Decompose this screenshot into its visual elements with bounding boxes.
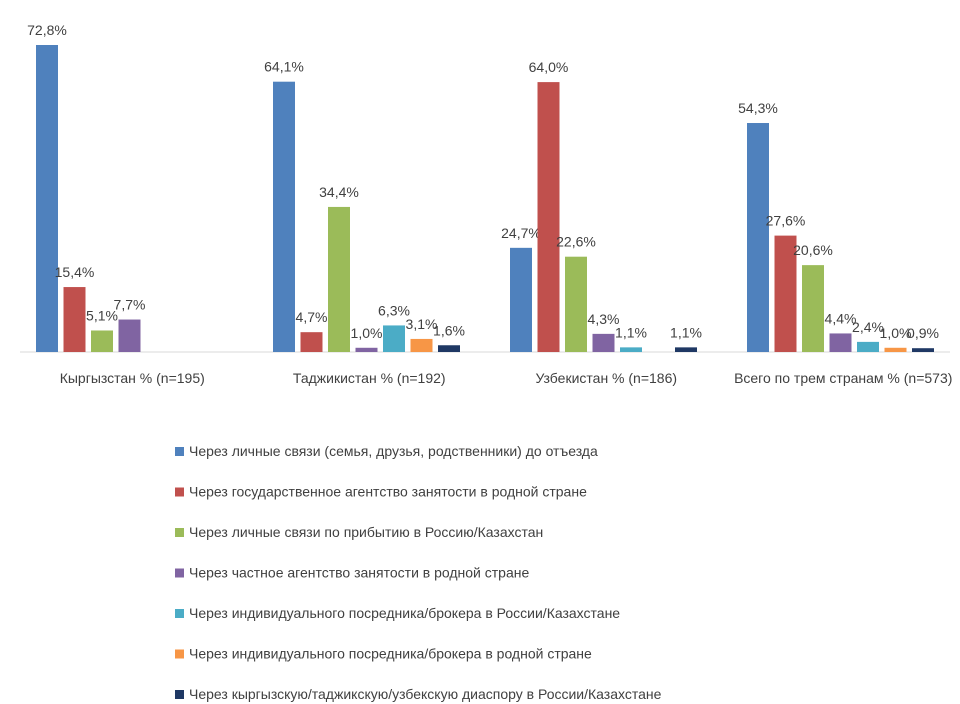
bar [565, 256, 587, 352]
data-label: 27,6% [766, 213, 806, 229]
data-label: 24,7% [501, 225, 541, 241]
data-label: 64,1% [264, 59, 304, 75]
bar [383, 325, 405, 352]
bar [912, 348, 934, 352]
x-tick-label: Всего по трем странам % (n=573) [734, 370, 953, 386]
data-label: 34,4% [319, 184, 359, 200]
data-label: 72,8% [27, 22, 67, 38]
data-label: 0,9% [907, 325, 939, 341]
legend-swatch [175, 568, 184, 578]
data-label: 7,7% [114, 297, 146, 313]
data-label: 4,3% [588, 311, 620, 327]
data-label: 4,4% [825, 310, 857, 326]
bar [438, 345, 460, 352]
x-tick-label: Узбекистан % (n=186) [535, 370, 678, 386]
data-label: 1,1% [670, 324, 702, 340]
bar [802, 265, 824, 352]
bar [884, 347, 907, 352]
legend-label: Через индивидуального посредника/брокера… [189, 605, 620, 621]
legend-label: Через частное агентство занятости в родн… [189, 565, 529, 581]
bar [675, 347, 697, 352]
data-label: 20,6% [793, 242, 833, 258]
data-label: 1,6% [433, 322, 465, 338]
bar [36, 45, 58, 352]
legend-swatch [175, 690, 184, 699]
bar [537, 82, 560, 352]
data-label: 1,1% [615, 324, 647, 340]
data-label: 22,6% [556, 234, 596, 250]
legend-swatch [175, 528, 184, 537]
legend-label: Через личные связи (семья, друзья, родст… [189, 443, 598, 459]
data-label: 4,7% [296, 309, 328, 325]
bar [829, 333, 852, 352]
legend-label: Через индивидуального посредника/брокера… [189, 646, 592, 662]
bar [355, 347, 378, 352]
bar [747, 123, 769, 352]
data-label: 1,0% [880, 325, 912, 341]
bar [510, 247, 532, 352]
bar [774, 235, 797, 352]
data-label: 3,1% [406, 316, 438, 332]
legend-swatch [175, 649, 184, 659]
bar [410, 338, 433, 352]
bar [300, 332, 323, 352]
bar [91, 330, 113, 352]
x-tick-label: Таджикистан % (n=192) [292, 370, 446, 386]
legend-label: Через кыргызскую/таджикскую/узбекскую ди… [189, 686, 662, 702]
data-label: 6,3% [378, 302, 410, 318]
bar [63, 287, 86, 352]
data-label: 64,0% [529, 59, 569, 75]
data-label: 15,4% [55, 264, 95, 280]
data-label: 5,1% [86, 307, 118, 323]
bar [118, 319, 141, 352]
legend-label: Через личные связи по прибытию в Россию/… [189, 524, 543, 540]
bar [857, 341, 879, 352]
legend-swatch [175, 609, 184, 618]
x-tick-label: Кыргызстан % (n=195) [59, 370, 205, 386]
bar [592, 333, 615, 352]
bar [328, 206, 350, 352]
legend-swatch [175, 487, 184, 497]
data-label: 54,3% [738, 100, 778, 116]
data-label: 1,0% [351, 325, 383, 341]
data-label: 2,4% [852, 319, 884, 335]
bar [273, 81, 295, 353]
legend-label: Через государственное агентство занятост… [189, 484, 587, 500]
legend-swatch [175, 447, 184, 456]
bar [620, 347, 642, 352]
